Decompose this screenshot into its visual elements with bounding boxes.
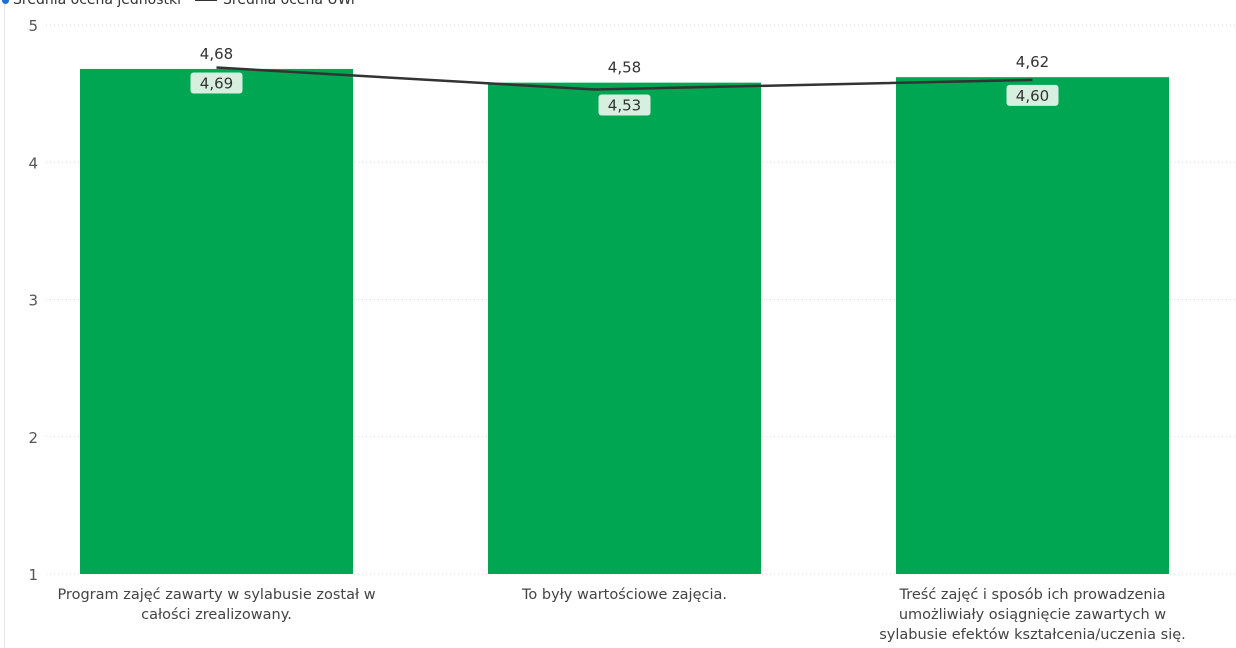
y-tick-label: 5 [28, 17, 38, 35]
series-line [216, 66, 1033, 91]
line-value-label: 4,69 [200, 75, 233, 93]
bar-value-label: 4,62 [1016, 53, 1049, 71]
legend-bar-swatch [2, 0, 9, 4]
y-tick-label: 2 [28, 429, 38, 447]
line-value-label: 4,53 [608, 97, 641, 115]
y-tick-label: 4 [28, 154, 38, 172]
line-value-label: 4,60 [1016, 87, 1049, 105]
legend-line-swatch [195, 0, 218, 1]
left-border [4, 0, 5, 648]
legend-item-bars: Średnia ocena jednostki [2, 0, 181, 8]
x-tick-label: To były wartościowe zajęcia. [522, 587, 727, 603]
x-tick-label: Program zajęć zawarty w sylabusie został… [57, 587, 376, 623]
line-label-box [1006, 84, 1059, 106]
y-tick-label: 3 [28, 292, 38, 310]
bar [80, 68, 353, 575]
line-label-box [598, 94, 651, 116]
y-tick-label: 1 [28, 566, 38, 584]
x-tick-label: Treść zajęć i sposób ich prowadzenia umo… [879, 587, 1186, 643]
legend: Średnia ocena jednostki Średnia ocena UW… [2, 0, 371, 9]
bar-value-label: 4,68 [200, 45, 233, 63]
bar [896, 77, 1169, 574]
legend-item-line: Średnia ocena UWr [195, 0, 357, 8]
line-label-box [190, 72, 243, 94]
bar-value-label: 4,58 [608, 59, 641, 77]
bar [488, 82, 761, 575]
legend-line-label: Średnia ocena UWr [223, 0, 357, 8]
legend-bar-label: Średnia ocena jednostki [13, 0, 182, 8]
